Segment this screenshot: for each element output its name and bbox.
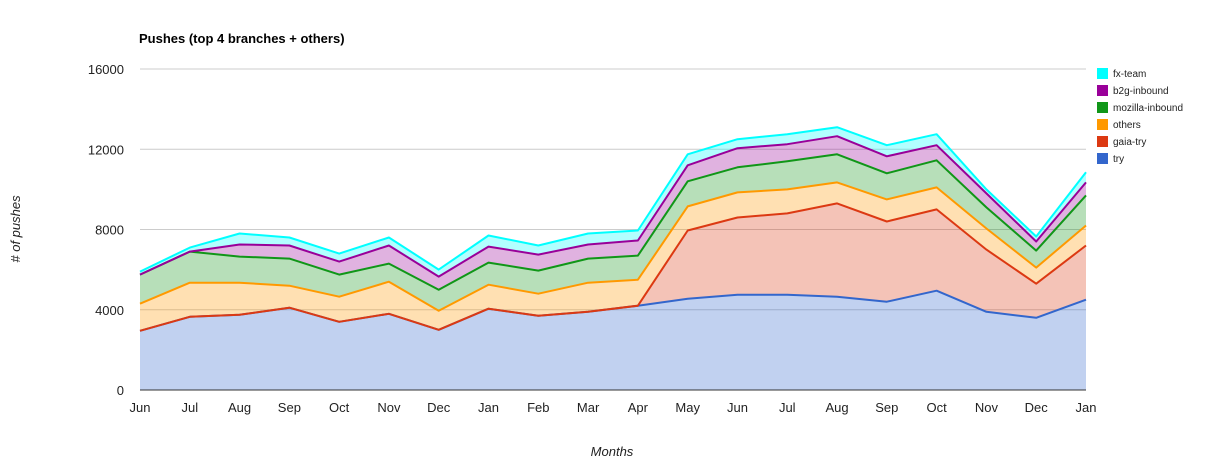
x-tick-label: Jan (1076, 400, 1097, 415)
line-gaia-try (139, 202, 1087, 332)
legend-label: b2g-inbound (1113, 86, 1169, 97)
line-mozilla-inbound (139, 153, 1087, 291)
x-tick-label: Apr (628, 400, 649, 415)
area-mozilla-inbound (140, 154, 1086, 311)
y-axis-title: # of pushes (8, 195, 23, 263)
area-others (140, 182, 1086, 331)
legend-item-try[interactable]: try (1097, 153, 1124, 165)
legend-swatch (1097, 102, 1108, 113)
legend-swatch (1097, 119, 1108, 130)
x-tick-label: Jun (727, 400, 748, 415)
x-tick-label: Oct (329, 400, 350, 415)
x-tick-label: Oct (927, 400, 948, 415)
x-axis-ticks: Jun Jul Aug Sep Oct Nov Dec Jan Feb Mar Apr May Jun J… (130, 400, 1097, 415)
x-axis-title: Months (591, 444, 634, 459)
area-try (140, 290, 1086, 390)
area-b2g-inbound (140, 136, 1086, 290)
x-tick-label: Jan (478, 400, 499, 415)
y-tick-label: 0 (117, 383, 124, 398)
x-tick-label: Nov (377, 400, 401, 415)
y-tick-label: 8000 (95, 223, 124, 238)
line-fx-team (139, 126, 1087, 273)
legend-item-gaia-try[interactable]: gaia-try (1097, 136, 1146, 148)
legend-label: mozilla-inbound (1113, 103, 1183, 114)
legend-item-others[interactable]: others (1097, 119, 1141, 131)
legend-label: gaia-try (1113, 137, 1146, 148)
x-tick-label: Sep (278, 400, 301, 415)
area-gaia-try (140, 203, 1086, 331)
x-tick-label: Sep (875, 400, 898, 415)
x-tick-label: Aug (825, 400, 848, 415)
line-layer (139, 126, 1087, 332)
legend-item-mozilla-inbound[interactable]: mozilla-inbound (1097, 102, 1183, 114)
legend-swatch (1097, 68, 1108, 79)
legend: fx-team b2g-inbound mozilla-inbound others g… (1097, 68, 1183, 165)
x-tick-label: Mar (577, 400, 600, 415)
x-tick-label: Dec (1025, 400, 1049, 415)
legend-label: try (1113, 154, 1124, 165)
chart-title: Pushes (top 4 branches + others) (139, 31, 345, 46)
x-tick-label: May (675, 400, 700, 415)
x-tick-label: Jun (130, 400, 151, 415)
area-layer (140, 127, 1086, 390)
legend-label: fx-team (1113, 69, 1146, 80)
x-tick-label: Jul (181, 400, 198, 415)
legend-swatch (1097, 136, 1108, 147)
legend-item-b2g-inbound[interactable]: b2g-inbound (1097, 85, 1169, 97)
legend-swatch (1097, 153, 1108, 164)
x-tick-label: Aug (228, 400, 251, 415)
y-tick-label: 16000 (88, 62, 124, 77)
line-others (139, 181, 1087, 312)
legend-label: others (1113, 120, 1141, 131)
legend-swatch (1097, 85, 1108, 96)
x-tick-label: Dec (427, 400, 451, 415)
legend-item-fx-team[interactable]: fx-team (1097, 68, 1146, 80)
x-tick-label: Feb (527, 400, 549, 415)
y-tick-label: 12000 (88, 142, 124, 157)
line-b2g-inbound (139, 135, 1087, 278)
x-tick-label: Nov (975, 400, 999, 415)
x-tick-label: Jul (779, 400, 796, 415)
y-tick-label: 4000 (95, 303, 124, 318)
y-axis-ticks: 0 4000 8000 12000 16000 (88, 62, 124, 398)
